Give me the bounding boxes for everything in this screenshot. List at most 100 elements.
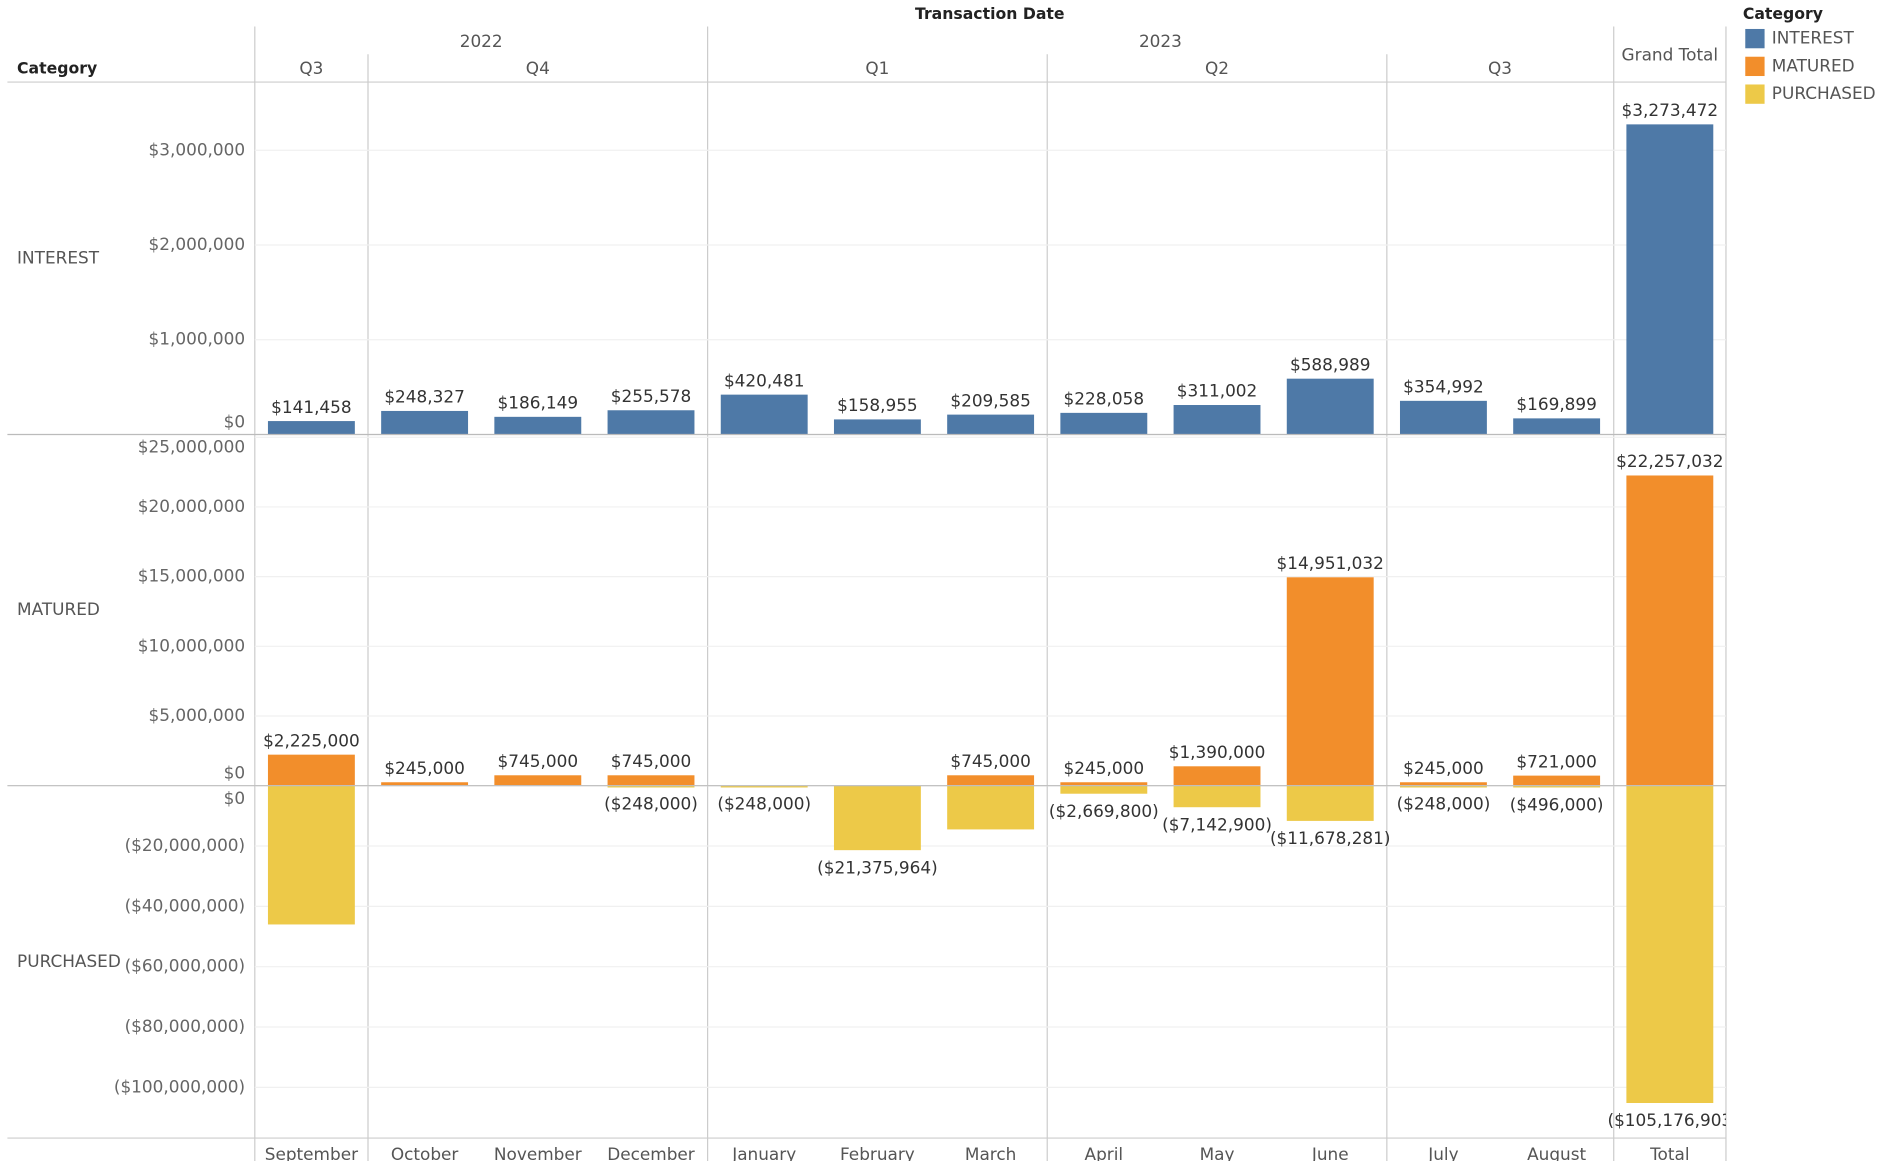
data-label: $245,000: [1403, 758, 1484, 778]
bar: [1060, 782, 1148, 786]
data-label: $420,481: [724, 370, 805, 390]
bar: [494, 775, 582, 786]
legend-swatch: [1745, 56, 1765, 77]
bar: [1513, 418, 1601, 435]
bar: [947, 785, 1035, 830]
data-label: ($248,000): [604, 794, 698, 814]
bar: [833, 419, 921, 435]
data-label: $158,955: [837, 395, 918, 415]
data-label: $745,000: [950, 751, 1031, 771]
bar: [1399, 785, 1487, 788]
y-tick-label: $10,000,000: [138, 635, 245, 655]
bar: [1286, 378, 1374, 435]
y-tick-label: $1,000,000: [149, 329, 246, 349]
quarter-label: Q1: [865, 58, 889, 78]
x-tick-label: July: [1427, 1144, 1458, 1161]
y-tick-label: ($40,000,000): [125, 895, 246, 915]
data-label: $14,951,032: [1277, 553, 1384, 573]
data-label: $169,899: [1516, 394, 1597, 414]
bar: [1286, 577, 1374, 786]
chart-title: Transaction Date: [915, 4, 1065, 23]
data-label: $245,000: [1064, 758, 1145, 778]
bar: [607, 775, 695, 786]
data-label: $228,058: [1064, 389, 1145, 409]
y-tick-label: ($20,000,000): [125, 835, 246, 855]
bar: [1513, 785, 1601, 788]
data-label: $3,273,472: [1622, 100, 1719, 120]
bar: [833, 785, 921, 851]
data-label: $2,225,000: [263, 730, 360, 750]
x-tick-label: April: [1085, 1144, 1124, 1161]
x-tick-label: January: [731, 1144, 796, 1161]
bar: [381, 782, 469, 786]
bar: [1060, 785, 1148, 794]
row-label: PURCHASED: [17, 951, 121, 971]
data-label: ($105,176,903: [1607, 1110, 1732, 1130]
bar: [947, 414, 1035, 435]
y-tick-label: $25,000,000: [138, 437, 245, 457]
data-label: $255,578: [611, 386, 692, 406]
data-label: $1,390,000: [1169, 742, 1266, 762]
bar: [720, 785, 808, 788]
data-label: $22,257,032: [1616, 451, 1723, 471]
bar: [607, 785, 695, 788]
y-tick-label: $0: [224, 763, 245, 783]
data-label: $745,000: [498, 751, 579, 771]
data-label: $588,989: [1290, 354, 1371, 374]
legend-label: MATURED: [1772, 55, 1855, 75]
bar: [267, 421, 355, 435]
y-tick-label: $3,000,000: [149, 139, 246, 159]
bar: [1173, 766, 1261, 786]
x-tick-label: February: [840, 1144, 915, 1161]
bar: [1173, 405, 1261, 435]
data-label: $245,000: [384, 758, 465, 778]
year-label: 2023: [1139, 31, 1182, 51]
bar: [1399, 782, 1487, 786]
data-label: ($7,142,900): [1162, 814, 1272, 834]
y-tick-label: ($100,000,000): [114, 1076, 245, 1096]
data-label: $186,149: [498, 393, 579, 413]
year-label: 2022: [460, 31, 503, 51]
bar: [381, 410, 469, 435]
y-tick-label: $0: [224, 788, 245, 808]
data-label: $721,000: [1516, 751, 1597, 771]
y-tick-label: $2,000,000: [149, 234, 246, 254]
quarter-label: Q2: [1205, 58, 1229, 78]
x-tick-label: August: [1527, 1144, 1586, 1161]
bar: [1513, 775, 1601, 786]
legend-swatch: [1745, 28, 1765, 49]
data-label: $209,585: [950, 390, 1031, 410]
bar: [494, 416, 582, 435]
data-label: ($248,000): [1397, 794, 1491, 814]
y-tick-label: $20,000,000: [138, 496, 245, 516]
x-tick-label: October: [391, 1144, 459, 1161]
row-label: INTEREST: [17, 247, 100, 267]
y-tick-label: $0: [224, 411, 245, 431]
bar: [1626, 124, 1714, 435]
data-label: $311,002: [1177, 381, 1258, 401]
quarter-label: Q4: [526, 58, 550, 78]
row-header: Category: [17, 58, 97, 77]
data-label: ($2,669,800): [1049, 801, 1159, 821]
bar: [1626, 785, 1714, 1104]
bar: [267, 785, 355, 925]
bar: [1399, 400, 1487, 435]
data-label: ($21,375,964): [817, 857, 938, 877]
bar: [1060, 412, 1148, 435]
bar: [720, 394, 808, 435]
quarter-label: Q3: [299, 58, 323, 78]
y-tick-label: ($80,000,000): [125, 1016, 246, 1036]
bar: [947, 775, 1035, 786]
data-label: $745,000: [611, 751, 692, 771]
bar: [1173, 785, 1261, 808]
x-tick-label: June: [1311, 1144, 1349, 1161]
bar: [267, 754, 355, 786]
x-tick-label: May: [1200, 1144, 1235, 1161]
x-tick-label: November: [494, 1144, 582, 1161]
data-label: ($11,678,281): [1270, 828, 1391, 848]
bar: [607, 410, 695, 435]
legend-title: Category: [1743, 4, 1823, 23]
x-tick-label: Total: [1649, 1144, 1689, 1161]
data-label: $354,992: [1403, 377, 1484, 397]
